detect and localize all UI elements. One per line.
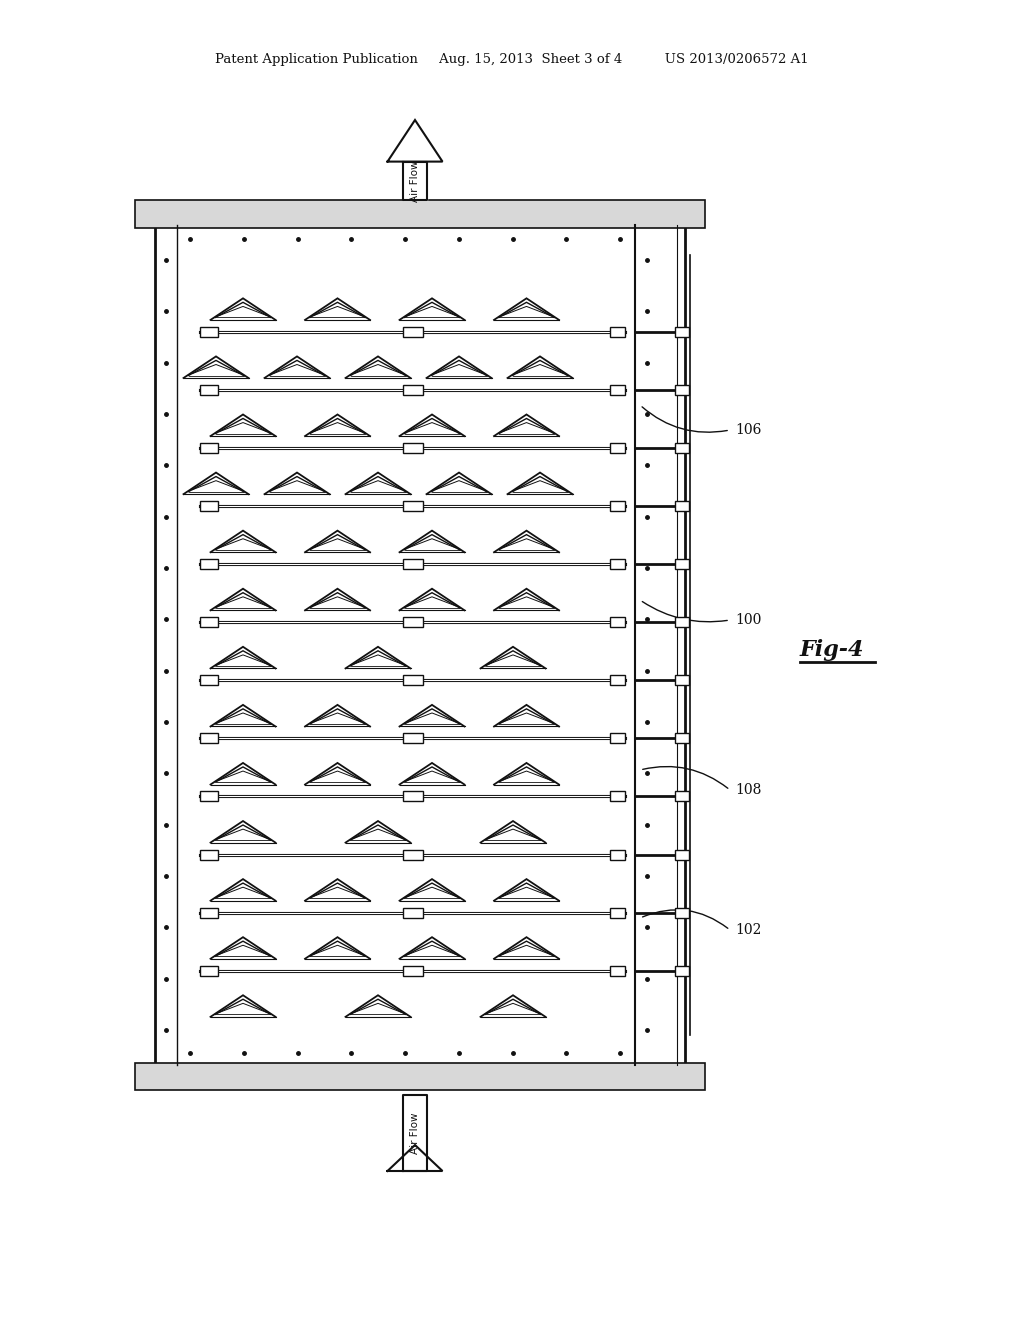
Bar <box>200 966 218 975</box>
Bar <box>200 618 218 627</box>
Bar <box>675 385 689 395</box>
Bar <box>403 161 427 201</box>
Bar <box>675 444 689 453</box>
Text: Patent Application Publication     Aug. 15, 2013  Sheet 3 of 4          US 2013/: Patent Application Publication Aug. 15, … <box>215 54 809 66</box>
Bar <box>610 385 625 395</box>
Polygon shape <box>387 120 442 161</box>
Text: 100: 100 <box>735 612 762 627</box>
Polygon shape <box>403 161 427 201</box>
Bar <box>675 966 689 975</box>
Bar <box>675 850 689 859</box>
Text: Air Flow: Air Flow <box>410 1113 420 1154</box>
Text: 102: 102 <box>735 923 762 937</box>
Bar <box>135 1063 705 1090</box>
Bar <box>200 327 218 337</box>
Polygon shape <box>403 1096 427 1171</box>
Bar <box>675 327 689 337</box>
Bar <box>610 792 625 801</box>
Polygon shape <box>387 1144 442 1171</box>
Bar <box>610 327 625 337</box>
Bar <box>610 676 625 685</box>
Bar <box>200 676 218 685</box>
Bar <box>155 224 685 1065</box>
Bar <box>402 385 423 395</box>
Bar <box>402 850 423 859</box>
Text: Air Flow: Air Flow <box>410 160 420 202</box>
Bar <box>402 502 423 511</box>
Bar <box>200 850 218 859</box>
Bar <box>610 502 625 511</box>
Text: 108: 108 <box>735 783 762 797</box>
Bar <box>200 734 218 743</box>
Bar <box>610 618 625 627</box>
Bar <box>675 676 689 685</box>
Bar <box>610 850 625 859</box>
Bar <box>200 908 218 917</box>
Bar <box>675 560 689 569</box>
Bar <box>200 502 218 511</box>
Bar <box>402 676 423 685</box>
Bar <box>200 560 218 569</box>
Bar <box>402 908 423 917</box>
Bar <box>675 908 689 917</box>
Bar <box>403 1096 427 1171</box>
Bar <box>675 734 689 743</box>
Bar <box>610 444 625 453</box>
Bar <box>402 618 423 627</box>
Bar <box>675 502 689 511</box>
Text: Fig-4: Fig-4 <box>800 639 864 661</box>
Bar <box>135 201 705 228</box>
Bar <box>200 792 218 801</box>
Bar <box>402 734 423 743</box>
Bar <box>402 966 423 975</box>
Bar <box>675 618 689 627</box>
Bar <box>610 908 625 917</box>
Bar <box>402 327 423 337</box>
Bar <box>610 734 625 743</box>
Bar <box>402 444 423 453</box>
Bar <box>200 385 218 395</box>
Bar <box>675 792 689 801</box>
Bar <box>402 792 423 801</box>
Bar <box>610 560 625 569</box>
Bar <box>200 444 218 453</box>
Bar <box>402 560 423 569</box>
Bar <box>610 966 625 975</box>
Text: 106: 106 <box>735 422 762 437</box>
